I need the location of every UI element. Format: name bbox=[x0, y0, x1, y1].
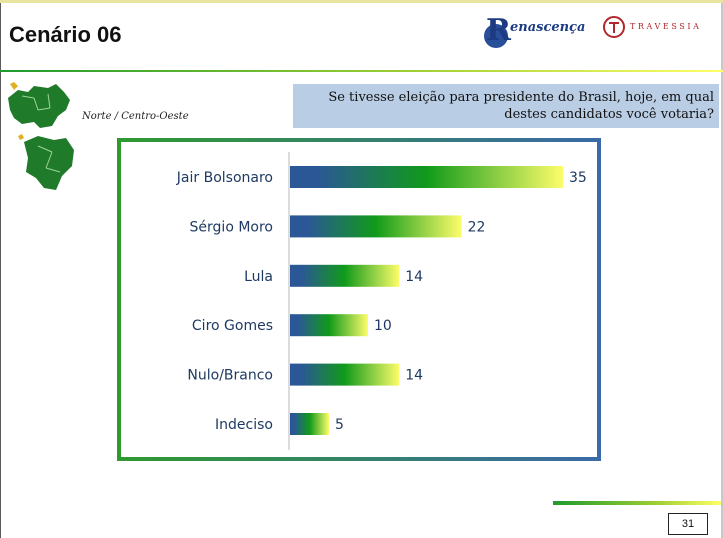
bars-group: Jair Bolsonaro 35 Sérgio Moro 22 Lula 14 Ciro … bbox=[176, 166, 587, 435]
renascenca-logo: R enascença bbox=[483, 14, 603, 50]
survey-question: Se tivesse eleição para presidente do Br… bbox=[328, 90, 714, 122]
bar-1 bbox=[290, 215, 462, 238]
renascenca-logo-circle bbox=[484, 24, 508, 48]
category-label: Indeciso bbox=[215, 417, 273, 433]
category-label: Jair Bolsonaro bbox=[176, 170, 273, 186]
page-number: 31 bbox=[668, 513, 708, 535]
value-label: 14 bbox=[405, 368, 423, 384]
travessia-logo-text: TRAVESSIA bbox=[630, 22, 702, 31]
bar-0 bbox=[290, 166, 563, 188]
value-label: 35 bbox=[569, 170, 587, 186]
category-label: Sérgio Moro bbox=[190, 219, 273, 235]
renascenca-logo-initial: R bbox=[486, 13, 511, 48]
value-label: 22 bbox=[468, 219, 486, 235]
brazil-region-map-icon bbox=[8, 82, 70, 128]
region-label: Norte / Centro-Oeste bbox=[82, 111, 189, 122]
chart-frame bbox=[117, 138, 601, 461]
renascenca-logo-text: enascença bbox=[510, 20, 586, 35]
slide-right-border bbox=[721, 0, 723, 538]
category-label: Nulo/Branco bbox=[187, 368, 273, 384]
slide-title: Cenário 06 bbox=[9, 22, 122, 47]
bar-5 bbox=[290, 413, 329, 435]
footer-divider bbox=[553, 501, 721, 505]
value-label: 10 bbox=[374, 318, 392, 334]
centro-oeste-map-icon bbox=[18, 134, 74, 190]
value-label: 5 bbox=[335, 417, 344, 433]
travessia-logo: TRAVESSIA bbox=[603, 16, 713, 40]
category-label: Lula bbox=[244, 269, 273, 285]
category-label: Ciro Gomes bbox=[192, 318, 273, 334]
slide-header: Cenário 06 R enascença TRAVESSIA bbox=[0, 0, 723, 72]
travessia-logo-icon bbox=[603, 16, 625, 38]
value-label: 14 bbox=[405, 269, 423, 285]
question-banner bbox=[293, 84, 719, 128]
bar-3 bbox=[290, 314, 368, 337]
bar-2 bbox=[290, 264, 400, 287]
slide-left-border bbox=[0, 0, 1, 538]
header-divider bbox=[0, 70, 723, 72]
bar-4 bbox=[290, 363, 400, 386]
header-top-line bbox=[0, 0, 723, 3]
